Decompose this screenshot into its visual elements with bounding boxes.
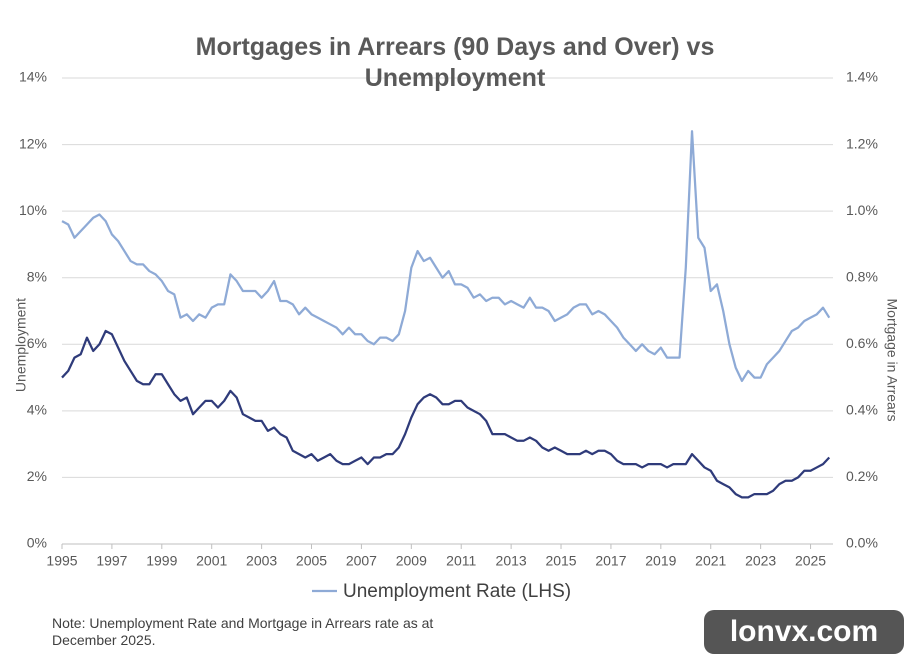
legend-label: Unemployment Rate (LHS) (343, 581, 571, 602)
x-tick-label: 1997 (96, 553, 127, 569)
y2-tick-label: 1.2% (846, 135, 878, 151)
x-tick-label: 2021 (695, 553, 726, 569)
x-tick-label: 1995 (46, 553, 77, 569)
x-tick-label: 2003 (246, 553, 277, 569)
y-tick-label: 0% (27, 535, 47, 551)
x-tick-label: 2009 (396, 553, 427, 569)
x-tick-label: 2013 (496, 553, 527, 569)
y-tick-label: 10% (19, 202, 47, 218)
chart-title: Mortgages in Arrears (90 Days and Over) … (195, 33, 715, 92)
series-line (61, 329, 831, 499)
note: Note: Unemployment Rate and Mortgage in … (52, 615, 434, 648)
x-tick-label: 2015 (545, 553, 576, 569)
y2-tick-label: 1.4% (846, 69, 878, 85)
x-tick-label: 2005 (296, 553, 327, 569)
x-tick-label: 2017 (595, 553, 626, 569)
y2-axis-label: Mortgage in Arrears (884, 299, 900, 422)
y2-tick-label: 0.4% (846, 402, 878, 418)
y2-tick-label: 0.8% (846, 268, 878, 284)
x-tick-label: 2011 (446, 553, 476, 569)
y-tick-label: 2% (27, 468, 47, 484)
y-tick-label: 8% (27, 268, 47, 284)
x-tick-label: 1999 (146, 553, 177, 569)
x-tick-label: 2025 (795, 553, 826, 569)
y-tick-label: 4% (27, 402, 47, 418)
y-axis-label: Unemployment (13, 298, 29, 392)
x-tick-label: 2007 (346, 553, 377, 569)
x-tick-label: 2001 (196, 553, 227, 569)
x-tick-label: 2023 (745, 553, 776, 569)
y2-tick-label: 0.6% (846, 335, 878, 351)
y2-tick-label: 0.2% (846, 468, 878, 484)
y-tick-label: 14% (19, 69, 47, 85)
series-line (61, 130, 831, 383)
y2-tick-label: 1.0% (846, 202, 878, 218)
watermark: lonvx.com (704, 610, 904, 654)
y-tick-label: 6% (27, 335, 47, 351)
y2-tick-label: 0.0% (846, 535, 878, 551)
y-tick-label: 12% (19, 135, 47, 151)
x-tick-label: 2019 (645, 553, 676, 569)
